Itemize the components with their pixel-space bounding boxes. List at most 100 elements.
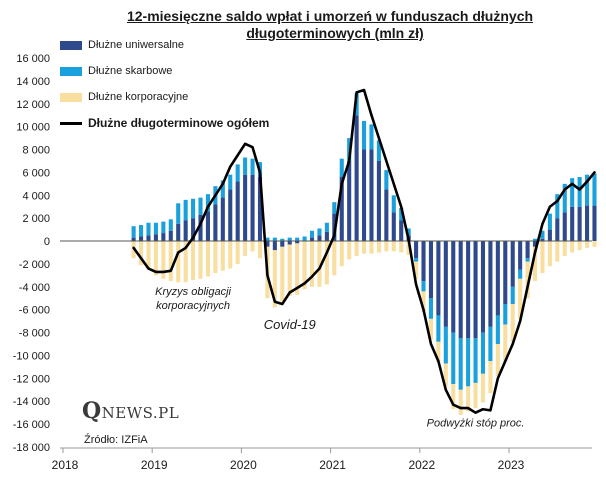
bar-skarbowe (191, 198, 196, 219)
bar-uniwersalne (168, 230, 173, 242)
bar-skarbowe (295, 237, 300, 242)
bar-uniwersalne (473, 241, 478, 339)
bar-korporacyjne (540, 241, 545, 274)
bar-skarbowe (592, 173, 597, 206)
bar-korporacyjne (295, 243, 300, 295)
bar-uniwersalne (265, 241, 270, 247)
x-tick-label: 2023 (498, 458, 525, 472)
bar-uniwersalne (547, 229, 552, 242)
bar-korporacyjne (183, 241, 188, 283)
bar-korporacyjne (518, 278, 523, 319)
bar-skarbowe (399, 207, 404, 221)
bar-uniwersalne (414, 241, 419, 259)
bar-korporacyjne (376, 241, 381, 253)
bar-uniwersalne (280, 241, 285, 247)
bar-skarbowe (495, 315, 500, 345)
bar-korporacyjne (309, 241, 315, 287)
bar-skarbowe (362, 120, 367, 150)
bar-uniwersalne (525, 241, 530, 259)
bar-skarbowe (153, 222, 158, 235)
bar-skarbowe (280, 238, 285, 242)
bar-skarbowe (428, 298, 433, 319)
chart-title-line2: długoterminowych (mln zł) (246, 25, 424, 41)
bar-korporacyjne (421, 291, 426, 312)
bar-uniwersalne (518, 241, 523, 270)
bar-uniwersalne (228, 189, 233, 242)
bar-korporacyjne (146, 241, 151, 270)
bar-uniwersalne (198, 214, 203, 242)
bar-korporacyjne (235, 241, 240, 264)
bar-korporacyjne (250, 241, 255, 252)
bar-korporacyjne (488, 361, 493, 394)
bar-uniwersalne (369, 149, 374, 242)
bar-uniwersalne (570, 206, 575, 242)
bar-uniwersalne (488, 241, 493, 327)
bar-uniwersalne (257, 176, 263, 242)
bar-korporacyjne (503, 324, 508, 362)
bar-uniwersalne (146, 235, 151, 242)
bar-uniwersalne (466, 241, 471, 339)
bar-skarbowe (480, 332, 486, 374)
bar-uniwersalne (347, 160, 352, 242)
bar-uniwersalne (243, 174, 248, 242)
bar-skarbowe (503, 303, 508, 325)
bar-korporacyjne (466, 386, 471, 412)
bar-uniwersalne (362, 149, 367, 242)
bar-skarbowe (146, 222, 151, 236)
bar-korporacyjne (257, 241, 263, 259)
y-tick-label: 0 (44, 236, 50, 248)
y-tick-label: 4 000 (22, 190, 50, 202)
bar-korporacyjne (451, 384, 456, 410)
legend-swatch-skarbowe (60, 66, 82, 76)
bar-korporacyjne (347, 241, 352, 260)
bar-skarbowe (547, 213, 552, 230)
bar-korporacyjne (168, 241, 173, 282)
legend-label-korporacyjne: Dłużne korporacyjne (88, 91, 189, 103)
bar-uniwersalne (354, 115, 359, 242)
x-tick-label: 2019 (141, 458, 168, 472)
y-tick-label: 14 000 (16, 76, 50, 88)
bar-korporacyjne (213, 241, 218, 274)
bar-uniwersalne (510, 241, 515, 287)
bar-skarbowe (421, 281, 426, 292)
bar-korporacyjne (562, 241, 567, 256)
bar-korporacyjne (384, 241, 389, 252)
bar-uniwersalne (250, 174, 255, 242)
bar-korporacyjne (139, 241, 144, 266)
bar-skarbowe (235, 164, 240, 182)
bar-skarbowe (525, 258, 530, 262)
bar-korporacyjne (406, 241, 411, 255)
legend-item-uniwersalne: Dłużne uniwersalne (60, 38, 184, 52)
bar-korporacyjne (532, 246, 538, 282)
bar-skarbowe (473, 338, 478, 383)
bar-uniwersalne (480, 241, 486, 333)
legend-line-total (60, 121, 82, 125)
bar-korporacyjne (399, 241, 404, 253)
x-tick-label: 2021 (319, 458, 346, 472)
bar-korporacyjne (391, 241, 396, 252)
logo: QNEWS.PL (82, 398, 180, 424)
y-tick-label: 2 000 (22, 213, 50, 225)
bar-uniwersalne (458, 241, 463, 339)
bar-skarbowe (168, 219, 173, 231)
bar-korporacyjne (153, 241, 158, 276)
bar-korporacyjne (473, 382, 478, 409)
annotation-kryzys-line1: Kryzys obligacji (155, 286, 231, 298)
annotation-kryzys-line2: korporacyjnych (156, 300, 230, 312)
legend-swatch-uniwersalne (60, 40, 82, 50)
bar-skarbowe (384, 170, 389, 190)
bar-skarbowe (324, 222, 329, 232)
bar-korporacyjne (280, 246, 285, 302)
bar-korporacyjne (577, 241, 582, 251)
bar-skarbowe (451, 332, 456, 385)
bar-skarbowe (220, 180, 225, 198)
y-tick-label: -14 000 (13, 396, 50, 408)
bar-skarbowe (532, 238, 538, 242)
bar-uniwersalne (339, 176, 344, 242)
bar-uniwersalne (139, 236, 144, 242)
bar-uniwersalne (176, 223, 181, 242)
bar-uniwersalne (191, 218, 196, 242)
y-tick-label: 12 000 (16, 99, 50, 111)
y-tick-label: -18 000 (13, 442, 50, 454)
